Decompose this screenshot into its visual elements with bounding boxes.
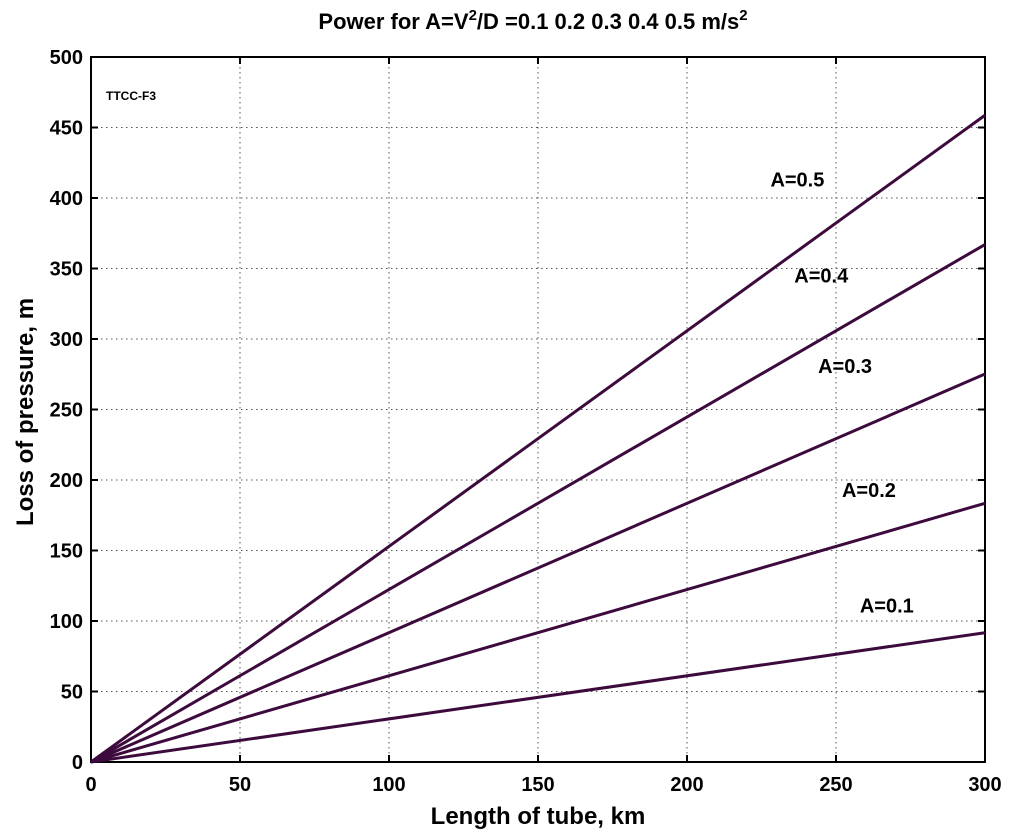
y-axis-label: Loss of pressure, m bbox=[12, 298, 39, 526]
x-tick-label: 300 bbox=[968, 774, 1001, 796]
y-tick-label: 150 bbox=[50, 541, 83, 563]
axis-ticks: 0 50 100 150 200 250 300 0 50 100 150 200 250 300 350 4… bbox=[50, 47, 1002, 796]
grid bbox=[91, 57, 985, 762]
x-tick-label: 250 bbox=[819, 774, 852, 796]
y-tick-label: 250 bbox=[50, 400, 83, 422]
inset-label: TTCC-F3 bbox=[106, 89, 156, 103]
x-tick-label: 50 bbox=[229, 774, 251, 796]
series-line-A=0.4 bbox=[90, 243, 986, 764]
series-lines bbox=[90, 114, 986, 764]
series-line-A=0.2 bbox=[90, 501, 986, 764]
series-annotation: A=0.3 bbox=[818, 356, 872, 378]
series-annotation: A=0.4 bbox=[794, 266, 849, 288]
y-tick-label: 50 bbox=[61, 682, 83, 704]
chart-title: Power for A=V2/D =0.1 0.2 0.3 0.4 0.5 m/… bbox=[318, 7, 747, 34]
series-annotation: A=0.1 bbox=[860, 596, 914, 618]
y-tick-label: 500 bbox=[50, 47, 83, 69]
x-tick-label: 0 bbox=[85, 774, 96, 796]
x-tick-label: 200 bbox=[670, 774, 703, 796]
series-annotations: A=0.5 A=0.4 A=0.3 A=0.2 A=0.1 bbox=[770, 170, 913, 618]
series-annotation: A=0.2 bbox=[842, 480, 896, 502]
x-tick-label: 150 bbox=[521, 774, 554, 796]
x-axis-label: Length of tube, km bbox=[431, 803, 646, 830]
y-tick-label: 400 bbox=[50, 188, 83, 210]
y-tick-label: 100 bbox=[50, 611, 83, 633]
series-line-A=0.3 bbox=[90, 372, 986, 764]
y-tick-label: 300 bbox=[50, 329, 83, 351]
y-tick-label: 350 bbox=[50, 259, 83, 281]
y-tick-label: 450 bbox=[50, 118, 83, 140]
series-line-A=0.1 bbox=[90, 631, 986, 764]
series-line-A=0.5 bbox=[90, 114, 986, 764]
series-annotation: A=0.5 bbox=[770, 170, 824, 192]
y-tick-label: 0 bbox=[72, 752, 83, 774]
y-tick-label: 200 bbox=[50, 470, 83, 492]
x-tick-label: 100 bbox=[372, 774, 405, 796]
